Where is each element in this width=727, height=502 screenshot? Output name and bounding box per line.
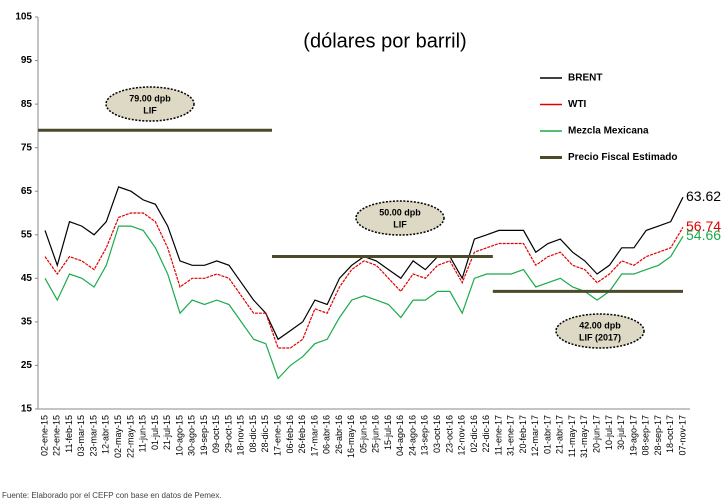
legend-label: Precio Fiscal Estimado	[568, 152, 678, 163]
chart-title: (dólares por barril)	[303, 30, 466, 52]
annotation-sub: LIF	[393, 219, 407, 229]
series-line	[44, 212, 684, 349]
x-tick-label: 20-feb-17	[518, 415, 528, 454]
x-tick-label: 12-mar-17	[530, 415, 540, 457]
y-tick-label: 25	[21, 360, 33, 371]
x-tick-label: 30-ago-15	[187, 415, 197, 456]
y-tick-label: 45	[21, 273, 33, 284]
x-tick-label: 02-may-15	[113, 415, 123, 458]
x-tick-label: 09-oct-15	[211, 415, 221, 453]
x-tick-label: 11-ene-17	[493, 415, 503, 455]
x-tick-label: 11-feb-15	[64, 415, 74, 453]
annotation-bubble	[355, 200, 445, 236]
annotation-text: 42.00 dpb	[579, 320, 621, 330]
x-tick-label: 22-may-15	[125, 415, 135, 458]
x-tick-label: 22-ene-15	[52, 415, 62, 456]
end-label: 63.62	[686, 188, 721, 204]
annotation-text: 50.00 dpb	[379, 207, 421, 217]
series-line	[44, 225, 684, 380]
x-tick-label: 18-nov-15	[236, 415, 246, 456]
x-tick-label: 11-may-17	[567, 415, 577, 457]
x-tick-label: 28-sep-17	[653, 415, 663, 456]
x-tick-label: 08-dic-15	[248, 415, 258, 453]
y-tick-label: 15	[21, 404, 33, 415]
x-tick-label: 17-ene-16	[272, 415, 282, 456]
annotation-sub: LIF (2017)	[579, 332, 621, 342]
x-tick-label: 18-oct-17	[665, 415, 675, 453]
x-tick-label: 12-nov-16	[457, 415, 467, 456]
end-label: 56.74	[686, 218, 721, 234]
annotation-bubble	[105, 86, 195, 122]
x-tick-label: 29-oct-15	[223, 415, 233, 453]
y-tick-label: 105	[15, 12, 32, 23]
y-tick-label: 65	[21, 186, 33, 197]
x-tick-label: 15-jul-16	[383, 415, 393, 450]
x-tick-label: 31-ene-17	[506, 415, 516, 456]
x-tick-label: 01-jul-15	[150, 415, 160, 450]
x-tick-label: 04-ago-16	[395, 415, 405, 456]
legend-label: WTI	[568, 99, 587, 110]
x-tick-label: 10-ago-15	[174, 415, 184, 456]
end-label: 54.66	[686, 227, 721, 243]
x-tick-label: 23-oct-16	[444, 415, 454, 453]
x-tick-label: 16-may-16	[346, 415, 356, 458]
x-tick-label: 21-abr-17	[555, 415, 565, 454]
x-tick-label: 31-may-17	[579, 415, 589, 458]
x-tick-label: 17-mar-16	[309, 415, 319, 457]
legend-label: Mezcla Mexicana	[568, 126, 649, 137]
x-tick-label: 28-dic-15	[260, 415, 270, 453]
y-tick-label: 85	[21, 99, 33, 110]
x-tick-label: 19-sep-15	[199, 415, 209, 456]
x-tick-label: 19-ago-17	[628, 415, 638, 456]
x-tick-label: 10-jul-17	[604, 415, 614, 450]
x-tick-label: 07-nov-17	[677, 415, 687, 456]
x-tick-label: 30-jul-17	[616, 415, 626, 450]
x-tick-label: 08-sep-17	[641, 415, 651, 456]
x-tick-label: 03-oct-16	[432, 415, 442, 453]
x-tick-label: 02-dic-16	[469, 415, 479, 453]
source: Fuente: Elaborado por el CEFP con base e…	[2, 491, 222, 500]
x-tick-label: 12-abr-15	[101, 415, 111, 454]
annotation-text: 79.00 dpb	[129, 93, 171, 103]
y-tick-label: 95	[21, 55, 33, 66]
x-tick-label: 23-mar-15	[88, 415, 98, 457]
x-tick-label: 06-abr-16	[322, 415, 332, 454]
y-tick-label: 35	[21, 317, 33, 328]
legend-label: BRENT	[568, 73, 602, 84]
x-tick-label: 05-jun-16	[358, 415, 368, 453]
x-tick-label: 02-ene-15	[39, 415, 49, 456]
x-tick-label: 03-mar-15	[76, 415, 86, 457]
y-tick-label: 75	[21, 142, 33, 153]
x-tick-label: 11-jun-15	[138, 415, 148, 452]
x-tick-label: 22-dic-16	[481, 415, 491, 453]
x-tick-label: 01-abr-17	[542, 415, 552, 454]
x-tick-label: 06-feb-16	[285, 415, 295, 454]
x-tick-label: 13-sep-16	[420, 415, 430, 456]
annotation-sub: LIF	[143, 105, 157, 115]
x-tick-label: 24-ago-16	[407, 415, 417, 456]
x-tick-label: 26-abr-16	[334, 415, 344, 454]
y-tick-label: 55	[21, 229, 33, 240]
x-tick-label: 25-jun-16	[371, 415, 381, 453]
annotation-bubble	[555, 313, 645, 349]
x-tick-label: 26-feb-16	[297, 415, 307, 454]
x-tick-label: 21-jul-15	[162, 415, 172, 450]
x-tick-label: 20-jun-17	[591, 415, 601, 453]
